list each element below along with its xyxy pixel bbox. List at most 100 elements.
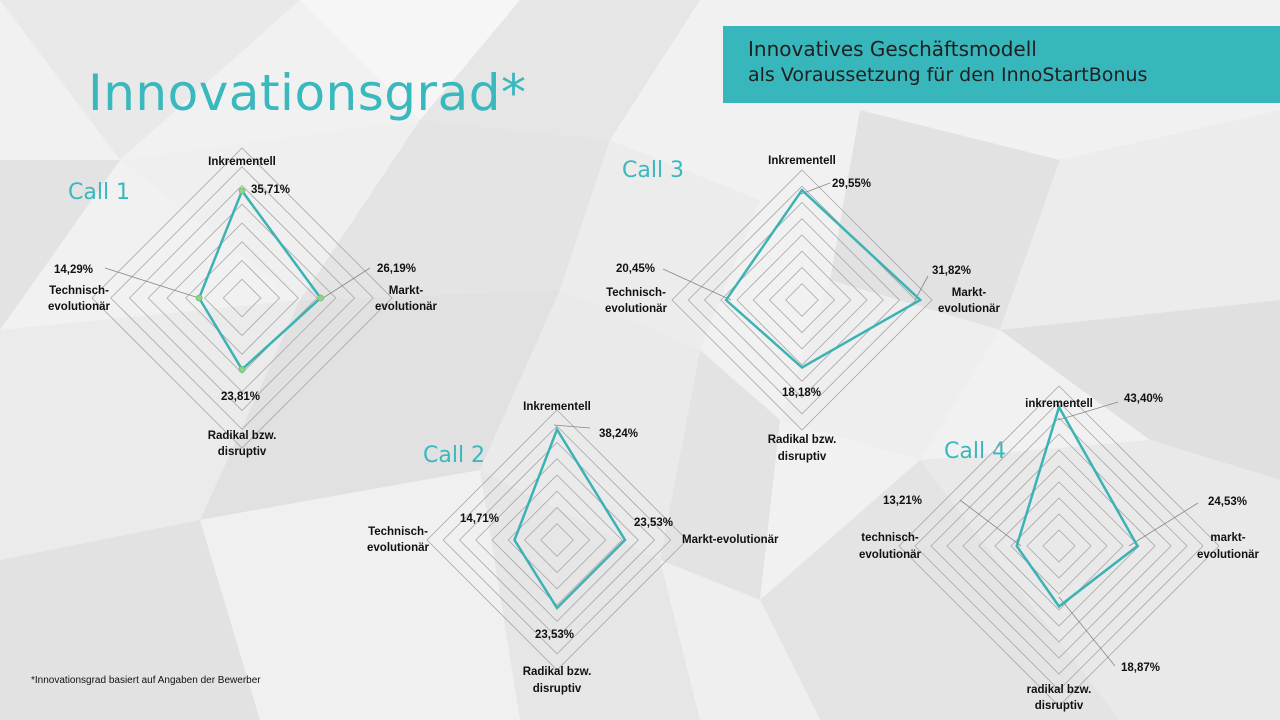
radar-grid	[898, 385, 1220, 707]
data-label-left: 20,45%	[616, 263, 655, 275]
axis-label-right-1: Markt-	[952, 287, 987, 299]
banner-line-1: Innovatives Geschäftsmodell	[748, 37, 1037, 61]
data-label-right: 23,53%	[634, 517, 673, 529]
grid-ring	[147, 203, 337, 393]
chart-title: Call 3	[622, 158, 684, 183]
grid-ring	[442, 425, 672, 655]
axis-label-left-2: evolutionär	[605, 303, 668, 315]
axis-label-right-2: evolutionär	[375, 301, 438, 313]
grid-ring	[128, 184, 356, 412]
data-label-top: 38,24%	[599, 428, 638, 440]
data-label-right: 31,82%	[932, 265, 971, 277]
axis-label-right-1: Markt-evolutionär	[682, 534, 779, 546]
axis-label-left-1: Technisch-	[49, 285, 109, 297]
radar-grid	[426, 409, 688, 671]
data-point	[317, 294, 324, 302]
axis-label-top: Inkrementell	[768, 155, 836, 167]
page-title: Innovationsgrad*	[88, 64, 527, 122]
data-point	[238, 366, 246, 373]
grid-ring	[110, 166, 374, 430]
data-label-left: 14,29%	[54, 264, 93, 276]
callouts	[104, 267, 371, 299]
data-label-left: 14,71%	[460, 513, 499, 525]
axis-label-bottom-1: Radikal bzw.	[768, 434, 837, 446]
grid-ring	[785, 283, 819, 317]
grid-ring	[752, 250, 852, 350]
data-point	[238, 187, 246, 195]
axis-label-bottom-2: disruptiv	[533, 683, 582, 695]
grid-ring	[946, 433, 1172, 659]
series-points	[195, 187, 324, 373]
data-label-bottom: 23,81%	[221, 391, 260, 403]
grid-ring	[458, 441, 656, 639]
grid-ring	[491, 474, 623, 606]
axis-label-top: inkrementell	[1025, 398, 1093, 410]
axis-label-bottom-2: disruptiv	[778, 451, 827, 463]
radar-call-2: Call 2 Inkrementell Markt-evolutionär Ra…	[367, 401, 779, 695]
data-label-top: 35,71%	[251, 184, 290, 196]
radar-call-3: Call 3 Inkrementell Markt- evolutionär R…	[605, 155, 1001, 463]
chart-title: Call 2	[423, 443, 485, 468]
data-label-bottom: 18,87%	[1121, 662, 1160, 674]
grid-ring	[1042, 529, 1076, 563]
data-label-top: 43,40%	[1124, 393, 1163, 405]
axis-label-left-1: Technisch-	[606, 287, 666, 299]
data-label-bottom: 23,53%	[535, 629, 574, 641]
series-polygon	[1015, 403, 1140, 609]
axis-label-left-1: Technisch-	[368, 526, 428, 538]
grid-ring	[166, 222, 318, 374]
axis-label-left-2: evolutionär	[859, 549, 922, 561]
radar-call-4: Call 4 inkrementell markt- evolutionär r…	[859, 385, 1260, 712]
grid-ring	[203, 259, 281, 337]
axis-label-left-2: evolutionär	[367, 542, 430, 554]
grid-ring	[1010, 497, 1108, 595]
series-polygon	[724, 188, 923, 370]
chart-title: Call 4	[944, 439, 1006, 464]
axis-label-right-1: markt-	[1210, 532, 1245, 544]
grid-ring	[962, 449, 1156, 643]
grid-ring	[507, 490, 607, 590]
callouts	[553, 424, 591, 429]
axis-label-left-1: technisch-	[861, 532, 919, 544]
banner-line-2: als Voraussetzung für den InnoStartBonus	[748, 64, 1148, 86]
series-polygon	[197, 188, 323, 372]
grid-ring	[475, 458, 639, 622]
grid-ring	[523, 506, 591, 574]
axis-label-bottom-1: Radikal bzw.	[208, 430, 277, 442]
grid-ring	[898, 385, 1220, 707]
grid-ring	[222, 278, 262, 318]
grid-ring	[703, 201, 901, 399]
radar-grid	[91, 147, 393, 449]
axis-label-bottom-2: disruptiv	[1035, 700, 1084, 712]
data-point	[195, 294, 203, 302]
axis-label-bottom-1: radikal bzw.	[1027, 684, 1092, 696]
grid-ring	[930, 417, 1188, 675]
axis-label-top: Inkrementell	[208, 156, 276, 168]
grid-ring	[736, 234, 868, 366]
grid-ring	[426, 409, 688, 671]
grid-ring	[671, 169, 933, 431]
banner: Innovatives Geschäftsmodell als Vorausse…	[723, 26, 1280, 103]
grid-ring	[768, 266, 836, 334]
axis-label-right-2: evolutionär	[938, 303, 1001, 315]
callouts	[959, 401, 1199, 667]
grid-ring	[687, 185, 917, 415]
data-label-left: 13,21%	[883, 495, 922, 507]
grid-ring	[994, 481, 1124, 611]
axis-label-bottom-1: Radikal bzw.	[523, 666, 592, 678]
radar-call-1: Call 1 Inkrementell Markt- evolutionär R…	[48, 147, 438, 458]
grid-ring	[720, 218, 884, 382]
data-label-right: 26,19%	[377, 263, 416, 275]
footnote: *Innovationsgrad basiert auf Angaben der…	[31, 675, 261, 686]
grid-ring	[91, 147, 393, 449]
series-polygon	[513, 426, 627, 610]
axis-label-right-1: Markt-	[389, 285, 424, 297]
axis-label-bottom-2: disruptiv	[218, 446, 267, 458]
chart-title: Call 1	[68, 180, 130, 205]
grid-ring	[978, 465, 1140, 627]
axis-label-top: Inkrementell	[523, 401, 591, 413]
axis-label-left-2: evolutionär	[48, 301, 111, 313]
grid-ring	[185, 241, 299, 355]
